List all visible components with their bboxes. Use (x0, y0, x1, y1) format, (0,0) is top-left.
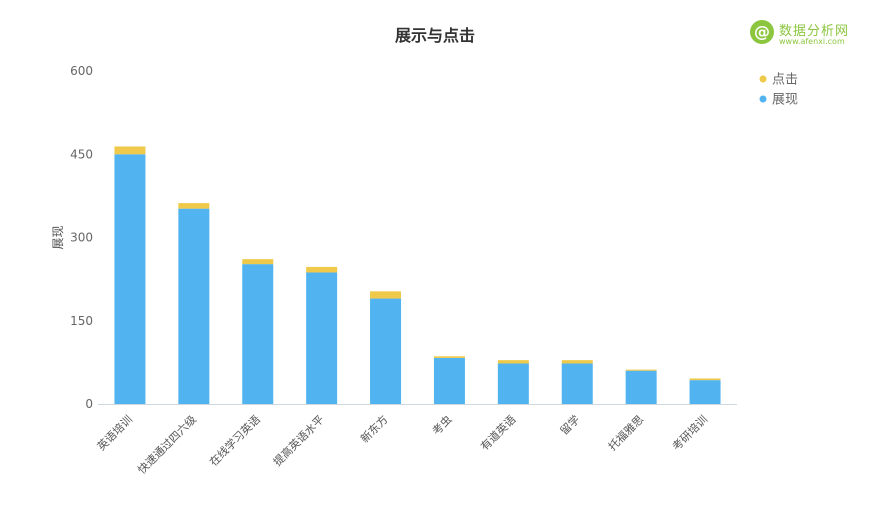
x-tick-label: 有道英语 (477, 412, 518, 453)
logo-url: www.afenxi.com (779, 37, 845, 46)
y-tick-label: 450 (70, 147, 93, 161)
x-tick-label: 托福雅思 (605, 412, 646, 453)
y-tick-label: 600 (70, 64, 93, 78)
bar-clicks (178, 203, 210, 209)
x-tick-label: 快速通过四六级 (135, 413, 199, 477)
bar-clicks (242, 259, 274, 265)
x-tick-label: 考虫 (430, 413, 455, 438)
bar-clicks (625, 369, 657, 371)
x-tick-label: 提高英语水平 (270, 412, 327, 469)
bar-impressions (114, 154, 146, 404)
legend-marker (759, 95, 767, 103)
bar-impressions (625, 370, 657, 404)
y-tick-label: 0 (85, 397, 93, 411)
bar-clicks (497, 360, 529, 364)
bar-impressions (306, 272, 338, 404)
legend-marker (759, 75, 767, 83)
bar-impressions (497, 363, 529, 404)
bar-clicks (114, 146, 146, 155)
bar-clicks (306, 266, 338, 273)
bar-impressions (242, 264, 274, 404)
legend-label: 展现 (772, 93, 798, 108)
logo-name: 数据分析网 (779, 24, 850, 39)
bar-impressions (433, 357, 465, 404)
bar-clicks (689, 378, 721, 381)
bar-impressions (370, 298, 402, 404)
x-tick-label: 新东方 (357, 412, 390, 445)
x-tick-label: 留学 (557, 412, 582, 437)
bar-impressions (178, 208, 210, 404)
watermark-logo: @ 数据分析网 www.afenxi.com (750, 18, 862, 50)
bar-impressions (689, 380, 721, 404)
y-tick-label: 300 (70, 231, 93, 245)
logo-at-icon: @ (750, 20, 774, 44)
bar-clicks (561, 360, 593, 364)
bar-clicks (370, 291, 402, 299)
y-tick-label: 150 (70, 314, 93, 328)
x-tick-label: 在线学习英语 (206, 412, 263, 469)
chart-title: 展示与点击 (394, 26, 475, 45)
x-tick-label: 考研培训 (669, 412, 710, 453)
legend-label: 点击 (772, 73, 798, 88)
bar-clicks (433, 356, 465, 358)
y-axis-label: 展现 (51, 225, 65, 249)
x-tick-label: 英语培训 (94, 412, 135, 453)
bar-impressions (561, 363, 593, 404)
